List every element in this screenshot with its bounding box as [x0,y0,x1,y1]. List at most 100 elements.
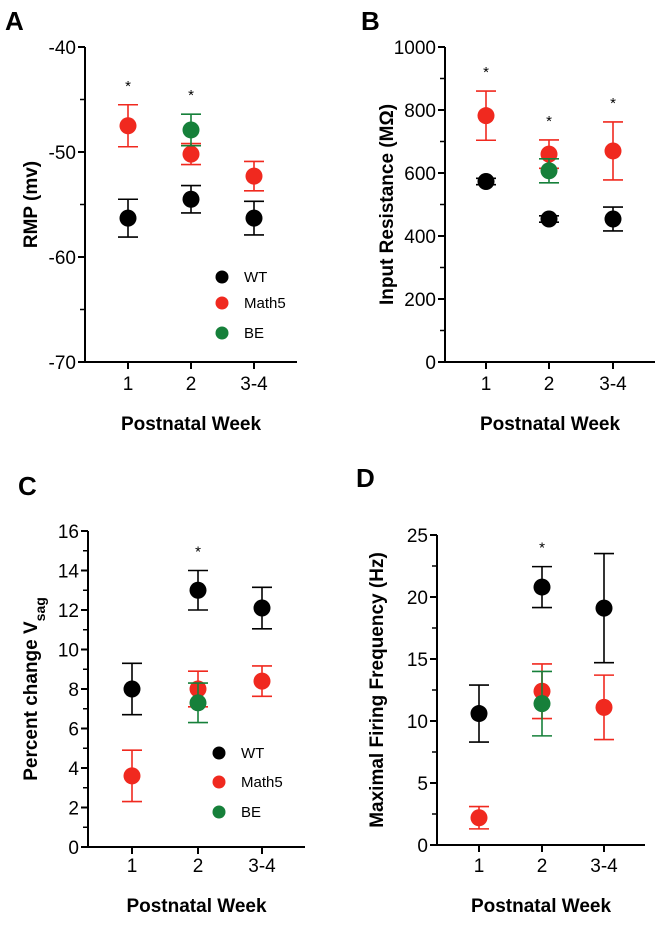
legend-marker-wt [212,746,226,760]
x-tick-label: 3-4 [599,374,627,395]
y-tick-label: 8 [68,680,79,701]
point-wt-week-2 [181,184,201,214]
data-point [253,672,271,690]
y-tick-label: 25 [407,526,428,547]
point-math5-week-3-4 [603,121,623,181]
y-axis-title: RMP (mv) [21,161,42,248]
data-point [182,145,200,163]
y-tick-label: 600 [404,164,436,185]
y-axis-title-text: RMP (mv) [21,161,42,248]
data-point [189,694,207,712]
y-tick-label: 12 [58,601,79,622]
panel-B: B 0 200 400 600 800 1000 1 2 3-4 Postnatal Week Inp… [361,6,655,435]
point-wt-week-1 [122,662,142,716]
point-wt-week-2 [532,565,552,609]
panel-label: C [18,471,37,501]
data-point [182,121,200,139]
y-tick-label: -70 [49,353,76,374]
y-tick-label: 0 [68,838,79,859]
data-point [119,117,137,135]
data-point [182,190,200,208]
y-tick-label: -40 [49,38,76,59]
point-wt-week-3-4 [252,586,272,630]
data-point [470,705,488,723]
point-wt-week-2 [188,569,208,611]
legend-marker-be [215,326,229,340]
data-point [245,167,263,185]
x-tick-label: 3-4 [240,374,268,395]
y-tick-label: 6 [68,720,79,741]
y-axis-title: Input Resistance (MΩ) [377,104,398,305]
legend-marker-wt [215,270,229,284]
y-tick-label: 16 [58,522,79,543]
x-axis-title: Postnatal Week [480,414,621,435]
data-point [533,578,551,596]
y-tick-label: 10 [407,712,428,733]
significance-star: * [546,113,552,130]
y-tick-label: 200 [404,290,436,311]
data-point [477,173,495,191]
legend-label: WT [244,269,267,286]
point-math5-week-3-4 [244,160,264,192]
x-tick-label: 2 [186,374,197,395]
data-point [595,698,613,716]
data-point [245,209,263,227]
legend-label: Math5 [241,774,283,791]
x-tick-label: 3-4 [248,856,276,877]
data-point [604,142,622,160]
significance-star: * [539,540,545,557]
y-axis-title: Percent change Vsag [21,597,48,781]
data-point [595,599,613,617]
panel-label: A [5,6,24,36]
legend-marker-be [212,805,226,819]
point-math5-week-3-4 [594,674,614,741]
point-wt-week-1 [469,684,489,743]
y-axis-title-text: Maximal Firing Frequency (Hz) [367,552,388,828]
point-math5-week-1 [122,749,142,803]
y-axis-title-text: Percent change V [21,621,42,781]
legend-label: WT [241,745,264,762]
x-tick-label: 1 [474,856,485,877]
x-tick-label: 2 [544,374,555,395]
x-tick-label: 1 [127,856,138,877]
significance-star: * [610,95,616,112]
point-math5-week-1 [476,90,496,142]
point-be-week-2 [188,682,208,724]
x-tick-label: 1 [481,374,492,395]
legend: WT Math5 BE [215,269,286,342]
point-wt-week-1 [118,198,138,238]
y-axis-title-text: Input Resistance (MΩ) [377,104,398,305]
y-tick-label: 14 [58,562,80,583]
panel-label: B [361,6,380,36]
point-math5-week-2 [181,142,201,166]
y-tick-label: 10 [58,641,79,662]
data-point [119,209,137,227]
point-be-week-2 [532,670,552,737]
point-math5-week-1 [469,805,489,830]
y-tick-label: -50 [49,143,76,164]
point-math5-week-1 [118,103,138,148]
significance-star: * [483,64,489,81]
point-wt-week-2 [539,210,559,228]
y-tick-label: 1000 [394,38,436,59]
y-tick-label: 400 [404,227,436,248]
data-point [189,581,207,599]
point-wt-week-3-4 [244,200,264,236]
significance-star: * [125,78,131,95]
y-axis-title: Maximal Firing Frequency (Hz) [367,552,388,828]
legend: WT Math5 BE [212,745,283,821]
panel-label: D [356,463,375,493]
data-point [123,680,141,698]
y-axis-title-subscript: sag [32,597,48,621]
x-tick-label: 2 [537,856,548,877]
legend-marker-math5 [215,296,229,310]
y-tick-label: 2 [68,799,79,820]
y-tick-label: -60 [49,248,76,269]
data-point [540,162,558,180]
legend-label: BE [241,804,261,821]
y-tick-label: 800 [404,101,436,122]
x-tick-label: 2 [193,856,204,877]
x-tick-label: 3-4 [590,856,618,877]
